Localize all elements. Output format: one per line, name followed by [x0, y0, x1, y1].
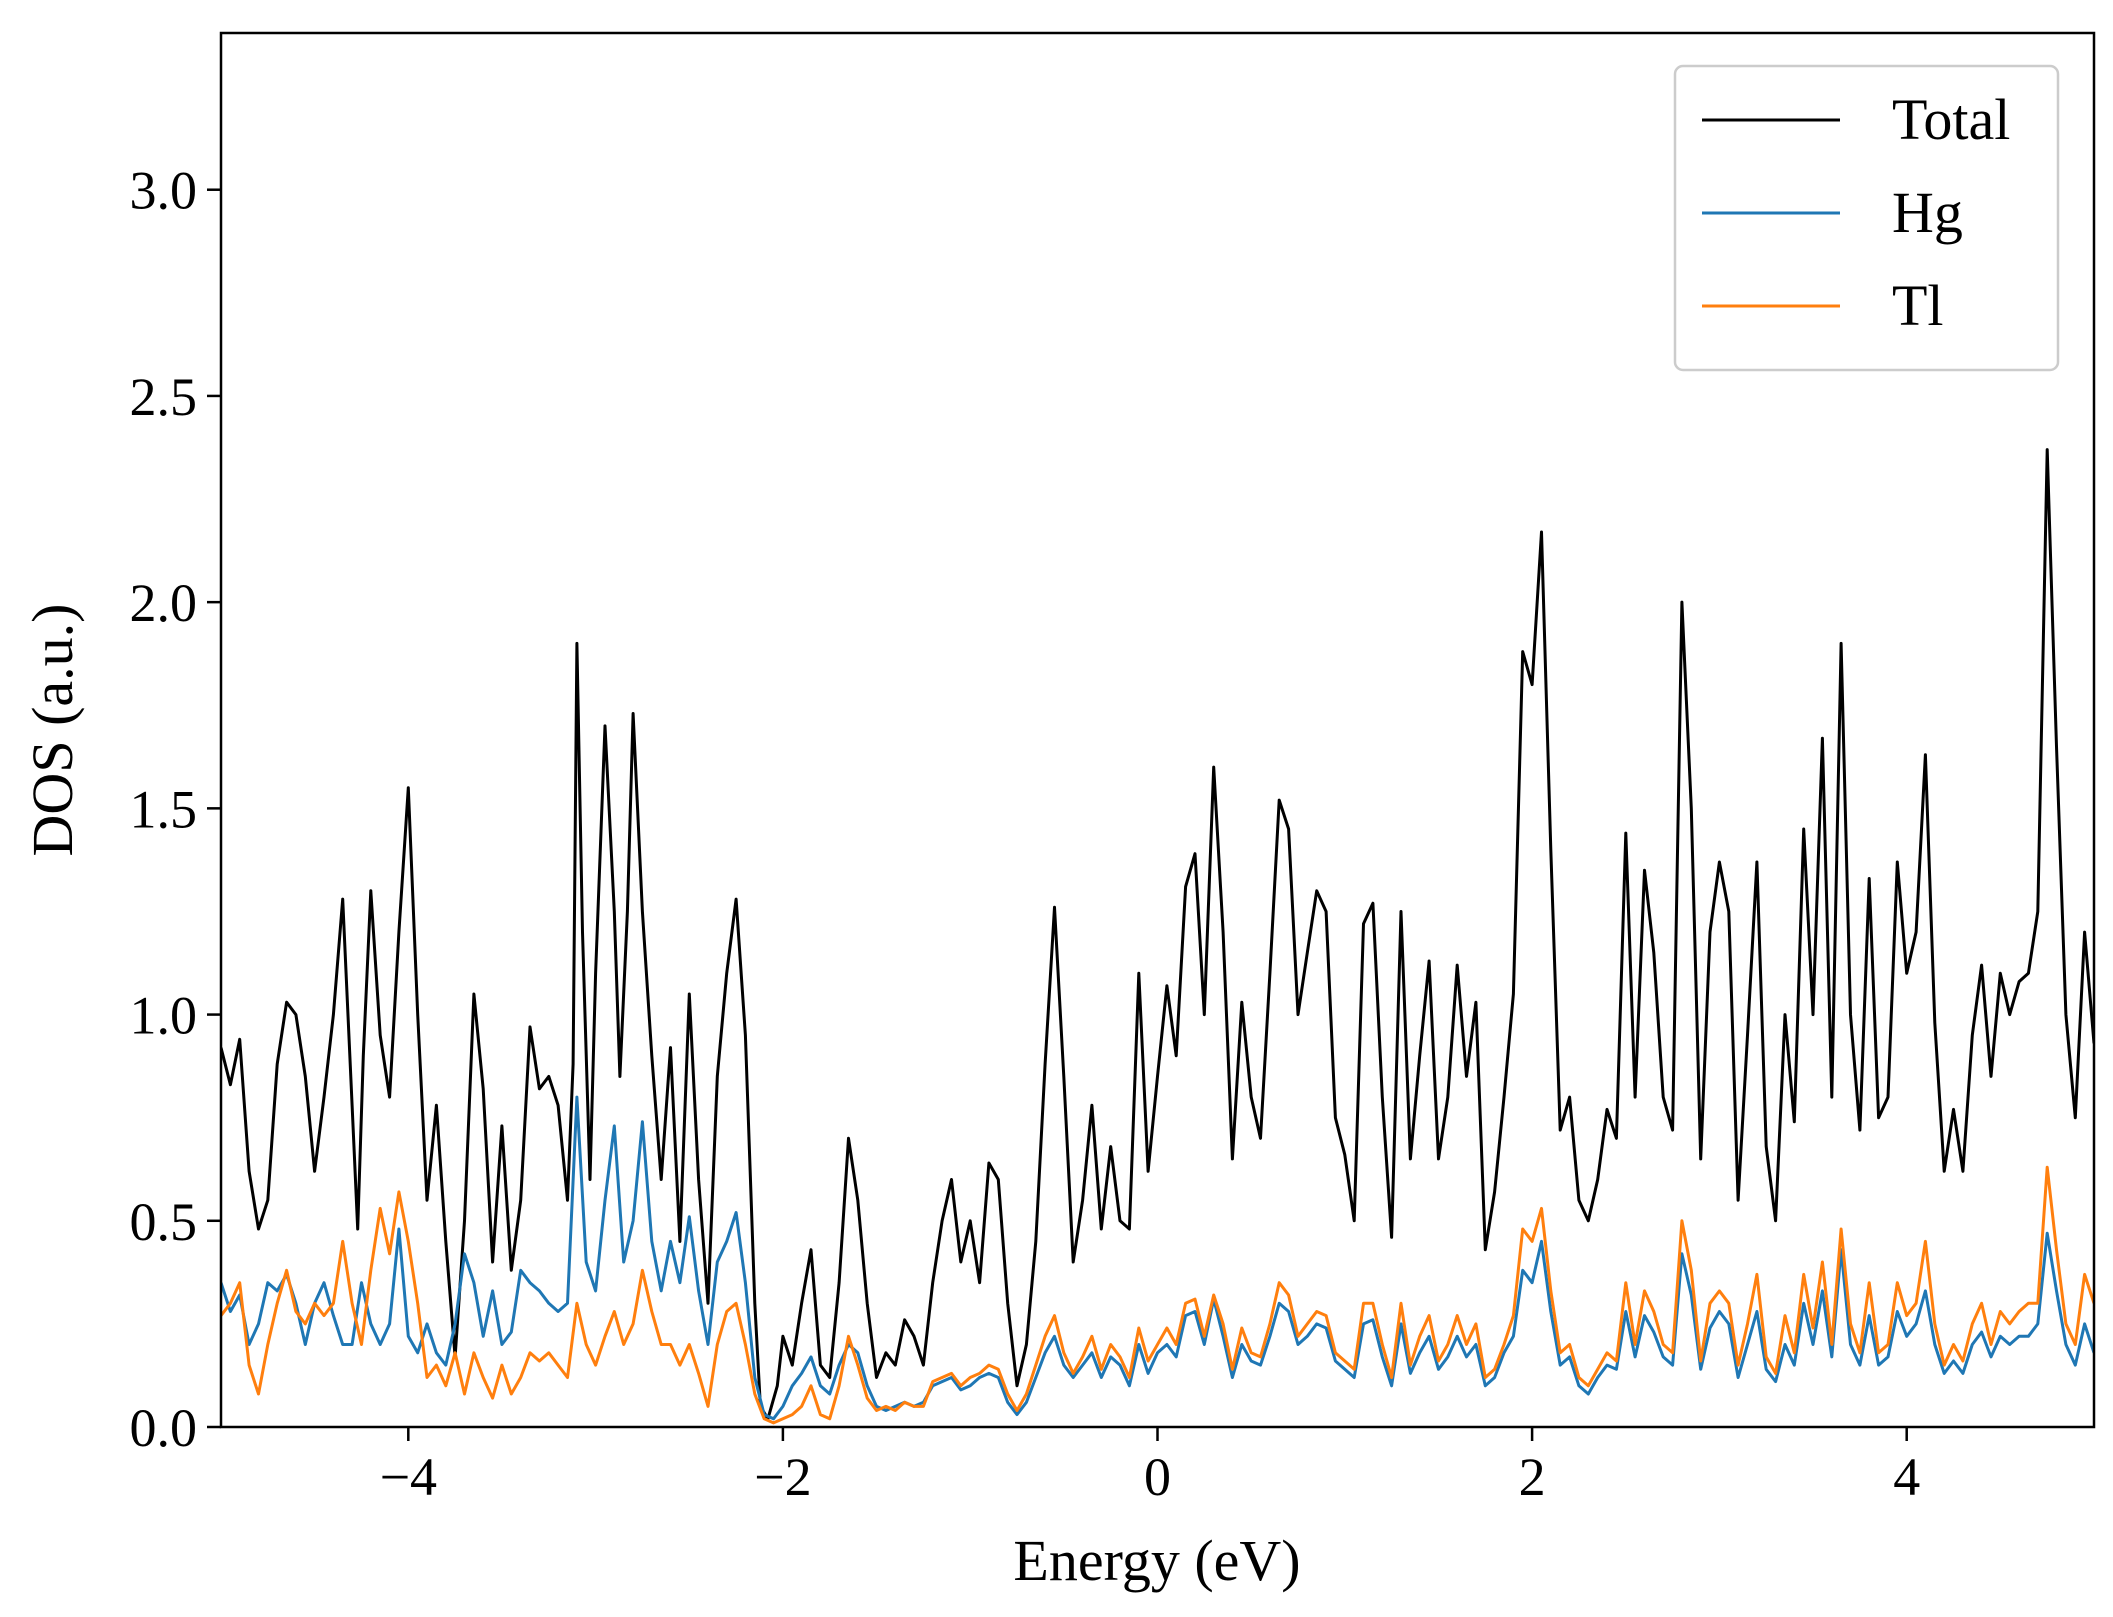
series-layer [221, 448, 2094, 1425]
legend-label-hg: Hg [1892, 180, 1963, 245]
y-tick-label: 0.5 [130, 1192, 198, 1252]
y-tick-label: 1.5 [130, 779, 198, 839]
x-tick-label: −2 [754, 1447, 811, 1507]
x-tick-label: −4 [380, 1447, 437, 1507]
y-tick-label: 1.0 [130, 986, 198, 1046]
y-tick-label: 3.0 [130, 161, 198, 221]
y-tick-label: 0.0 [130, 1398, 198, 1458]
y-axis: 0.0 0.5 1.0 1.5 2.0 2.5 3.0 [130, 161, 221, 1458]
series-line-tl [221, 1165, 2094, 1425]
x-axis-label: Energy (eV) [1013, 1528, 1300, 1593]
series-line-hg [221, 1095, 2094, 1421]
legend-label-total: Total [1892, 87, 2010, 152]
y-tick-label: 2.0 [130, 573, 198, 633]
legend-box [1673, 64, 2060, 372]
x-tick-label: 2 [1519, 1447, 1546, 1507]
x-tick-label: 0 [1144, 1447, 1171, 1507]
series-line-total [221, 448, 2094, 1421]
y-tick-label: 2.5 [130, 367, 198, 427]
y-axis-label: DOS (a.u.) [20, 604, 85, 857]
x-tick-label: 4 [1893, 1447, 1920, 1507]
x-axis: −4 −2 0 2 4 [380, 1427, 1920, 1507]
legend: Total Hg Tl [1673, 64, 2060, 372]
legend-label-tl: Tl [1892, 273, 1944, 338]
